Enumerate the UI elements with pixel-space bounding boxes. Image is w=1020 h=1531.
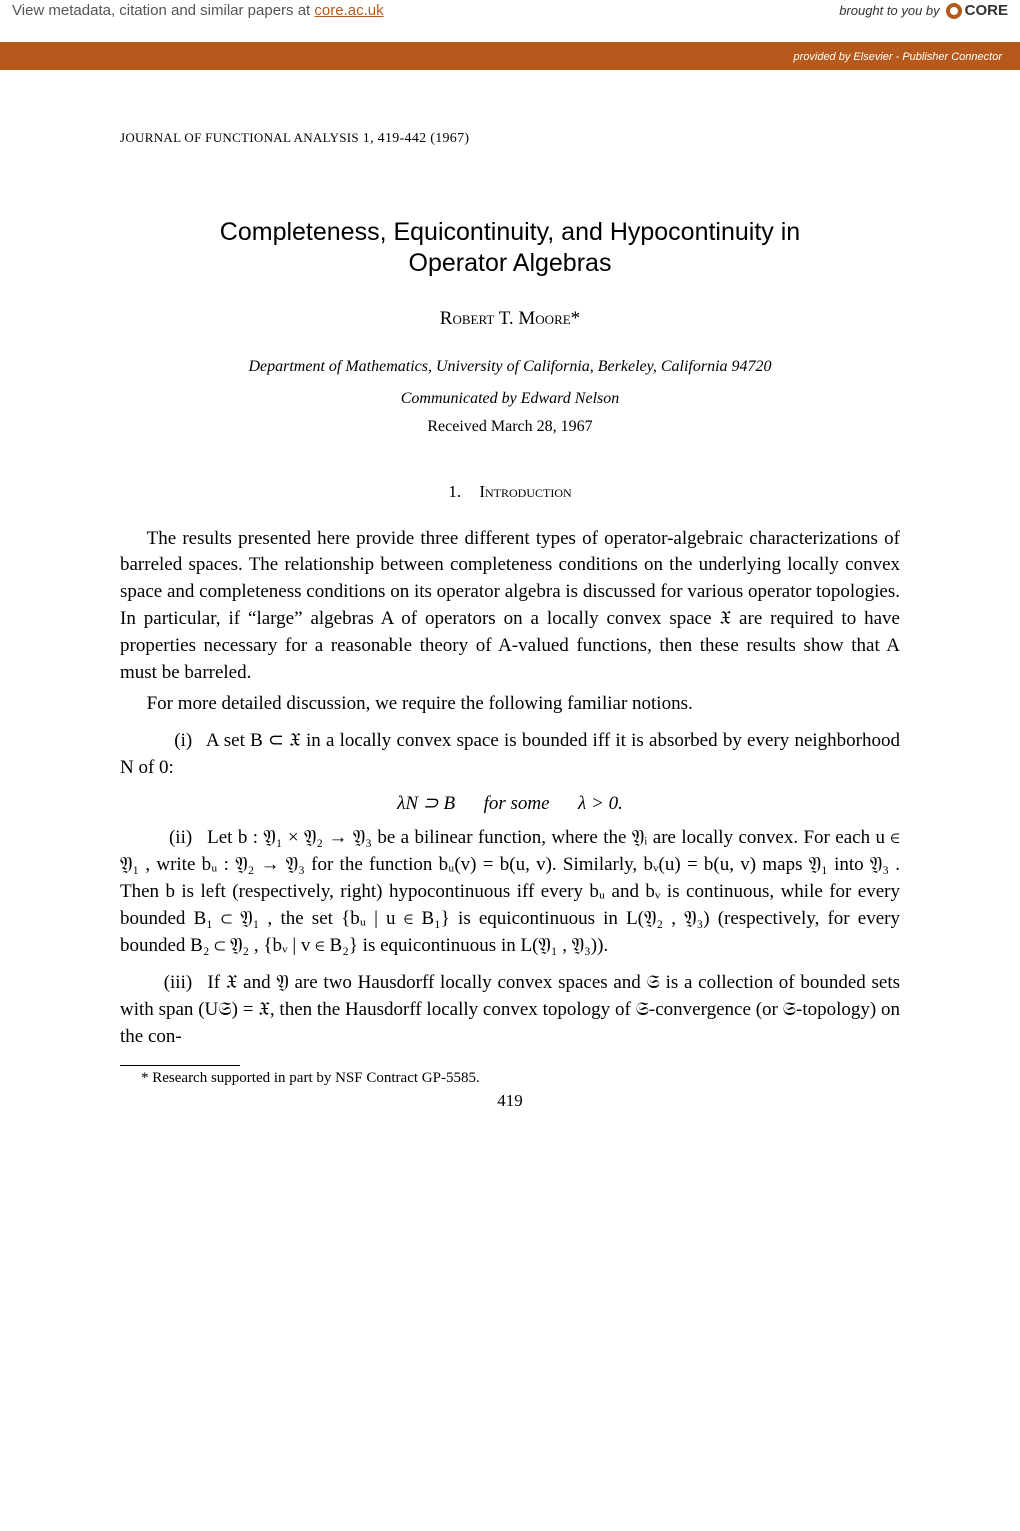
provided-prefix: provided by [793,51,853,63]
section-title: Introduction [479,482,571,501]
author-name: Robert T. Moore* [120,308,900,330]
core-logo-text: CORE [965,2,1008,19]
core-link[interactable]: core.ac.uk [314,2,383,19]
paragraph-2: For more detailed discussion, we require… [120,691,900,718]
li1-text: A set B ⊂ 𝔛 in a locally convex space is… [120,730,900,778]
core-logo-icon [946,3,962,19]
footnote-rule [120,1065,240,1066]
journal-vol-pages: 1, 419-442 (1967) [363,131,470,146]
li3-text: If 𝔛 and 𝔜 are two Hausdorff locally con… [120,972,900,1047]
affiliation: Department of Mathematics, University of… [120,358,900,376]
roman-ii: (ii) [143,825,192,852]
provided-by-badge: provided by Elsevier - Publisher Connect… [785,50,1010,64]
roman-i: (i) [143,728,192,755]
roman-iii: (iii) [143,970,192,997]
paragraph-1: The results presented here provide three… [120,526,900,688]
core-metadata-text: View metadata, citation and similar pape… [12,2,384,19]
footnote: * Research supported in part by NSF Cont… [141,1070,900,1087]
title-line-1: Completeness, Equicontinuity, and Hypoco… [220,218,800,246]
page-number: 419 [120,1091,900,1111]
received-date: Received March 28, 1967 [120,418,900,436]
list-item-iii: (iii) If 𝔛 and 𝔜 are two Hausdorff local… [120,970,900,1051]
paper-page: JOURNAL OF FUNCTIONAL ANALYSIS 1, 419-44… [0,70,1020,1151]
section-number: 1. [448,482,461,501]
list-item-ii: (ii) Let b : 𝔜₁ × 𝔜₂ → 𝔜₃ be a bilinear … [120,825,900,960]
journal-name: JOURNAL OF FUNCTIONAL ANALYSIS [120,130,359,145]
section-heading: 1. Introduction [120,482,900,502]
communicated-by: Communicated by Edward Nelson [120,390,900,408]
list-item-i: (i) A set B ⊂ 𝔛 in a locally convex spac… [120,728,900,782]
core-logo[interactable]: CORE [946,2,1008,19]
title-line-2: Operator Algebras [409,249,612,277]
paper-title: Completeness, Equicontinuity, and Hypoco… [120,217,900,280]
core-banner: View metadata, citation and similar pape… [0,0,1020,50]
core-attribution: brought to you by CORE [839,2,1008,19]
li2-text: Let b : 𝔜₁ × 𝔜₂ → 𝔜₃ be a bilinear funct… [120,827,900,956]
equation-1: λN ⊃ B for some λ > 0. [120,792,900,815]
provider-name: Elsevier - Publisher Connector [853,51,1002,63]
brought-by-text: brought to you by [839,3,939,18]
journal-citation: JOURNAL OF FUNCTIONAL ANALYSIS 1, 419-44… [120,130,900,147]
banner-prefix: View metadata, citation and similar pape… [12,2,314,19]
